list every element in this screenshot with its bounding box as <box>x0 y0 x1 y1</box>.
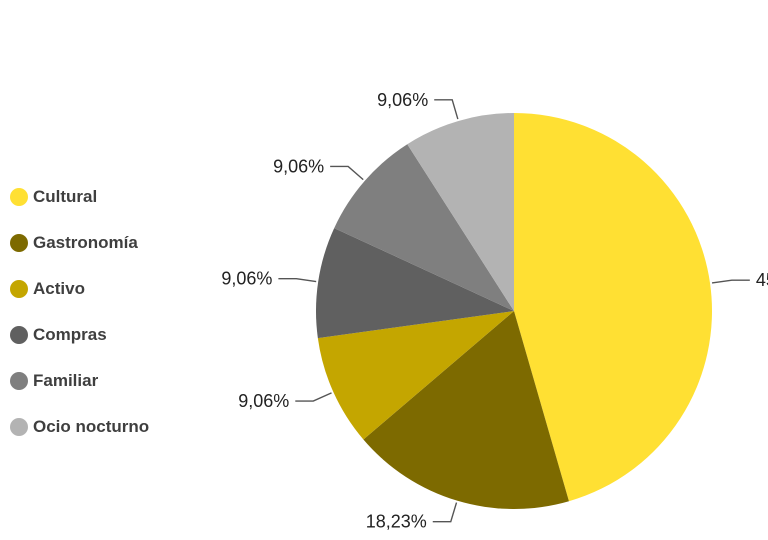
data-label: 9,06% <box>377 90 428 110</box>
legend-item: Familiar <box>10 368 149 394</box>
leader-line <box>330 165 364 181</box>
leader-line <box>711 279 750 284</box>
legend: Cultural Gastronomía Activo Compras Familiar… <box>10 184 149 440</box>
legend-item: Activo <box>10 276 149 302</box>
legend-swatch <box>10 372 28 390</box>
leader-line <box>432 502 458 523</box>
pie-slice <box>316 228 514 339</box>
data-label: 9,06% <box>238 391 289 411</box>
data-label: 9,06% <box>221 269 272 289</box>
legend-item: Gastronomía <box>10 230 149 256</box>
data-label: 9,06% <box>273 156 324 176</box>
data-label: 18,23% <box>366 512 427 532</box>
pie-slice <box>514 113 712 502</box>
data-label: 45,52% <box>756 270 768 290</box>
legend-swatch <box>10 280 28 298</box>
legend-item: Ocio nocturno <box>10 414 149 440</box>
legend-label: Compras <box>33 325 107 344</box>
legend-label: Activo <box>33 279 85 298</box>
legend-label: Familiar <box>33 371 99 390</box>
legend-swatch <box>10 188 28 206</box>
leader-line <box>278 277 317 283</box>
legend-label: Ocio nocturno <box>33 417 150 436</box>
legend-label: Cultural <box>33 187 98 206</box>
pie-slice <box>363 311 569 510</box>
legend-item: Compras <box>10 322 149 348</box>
pie-slice <box>334 144 514 311</box>
pie-slice <box>407 113 514 311</box>
pie-slice <box>317 311 514 440</box>
legend-swatch <box>10 418 28 436</box>
leader-line <box>434 99 459 120</box>
legend-label: Gastronomía <box>33 233 138 252</box>
legend-item: Cultural <box>10 184 149 210</box>
legend-swatch <box>10 326 28 344</box>
legend-swatch <box>10 234 28 252</box>
leader-line <box>295 392 332 402</box>
